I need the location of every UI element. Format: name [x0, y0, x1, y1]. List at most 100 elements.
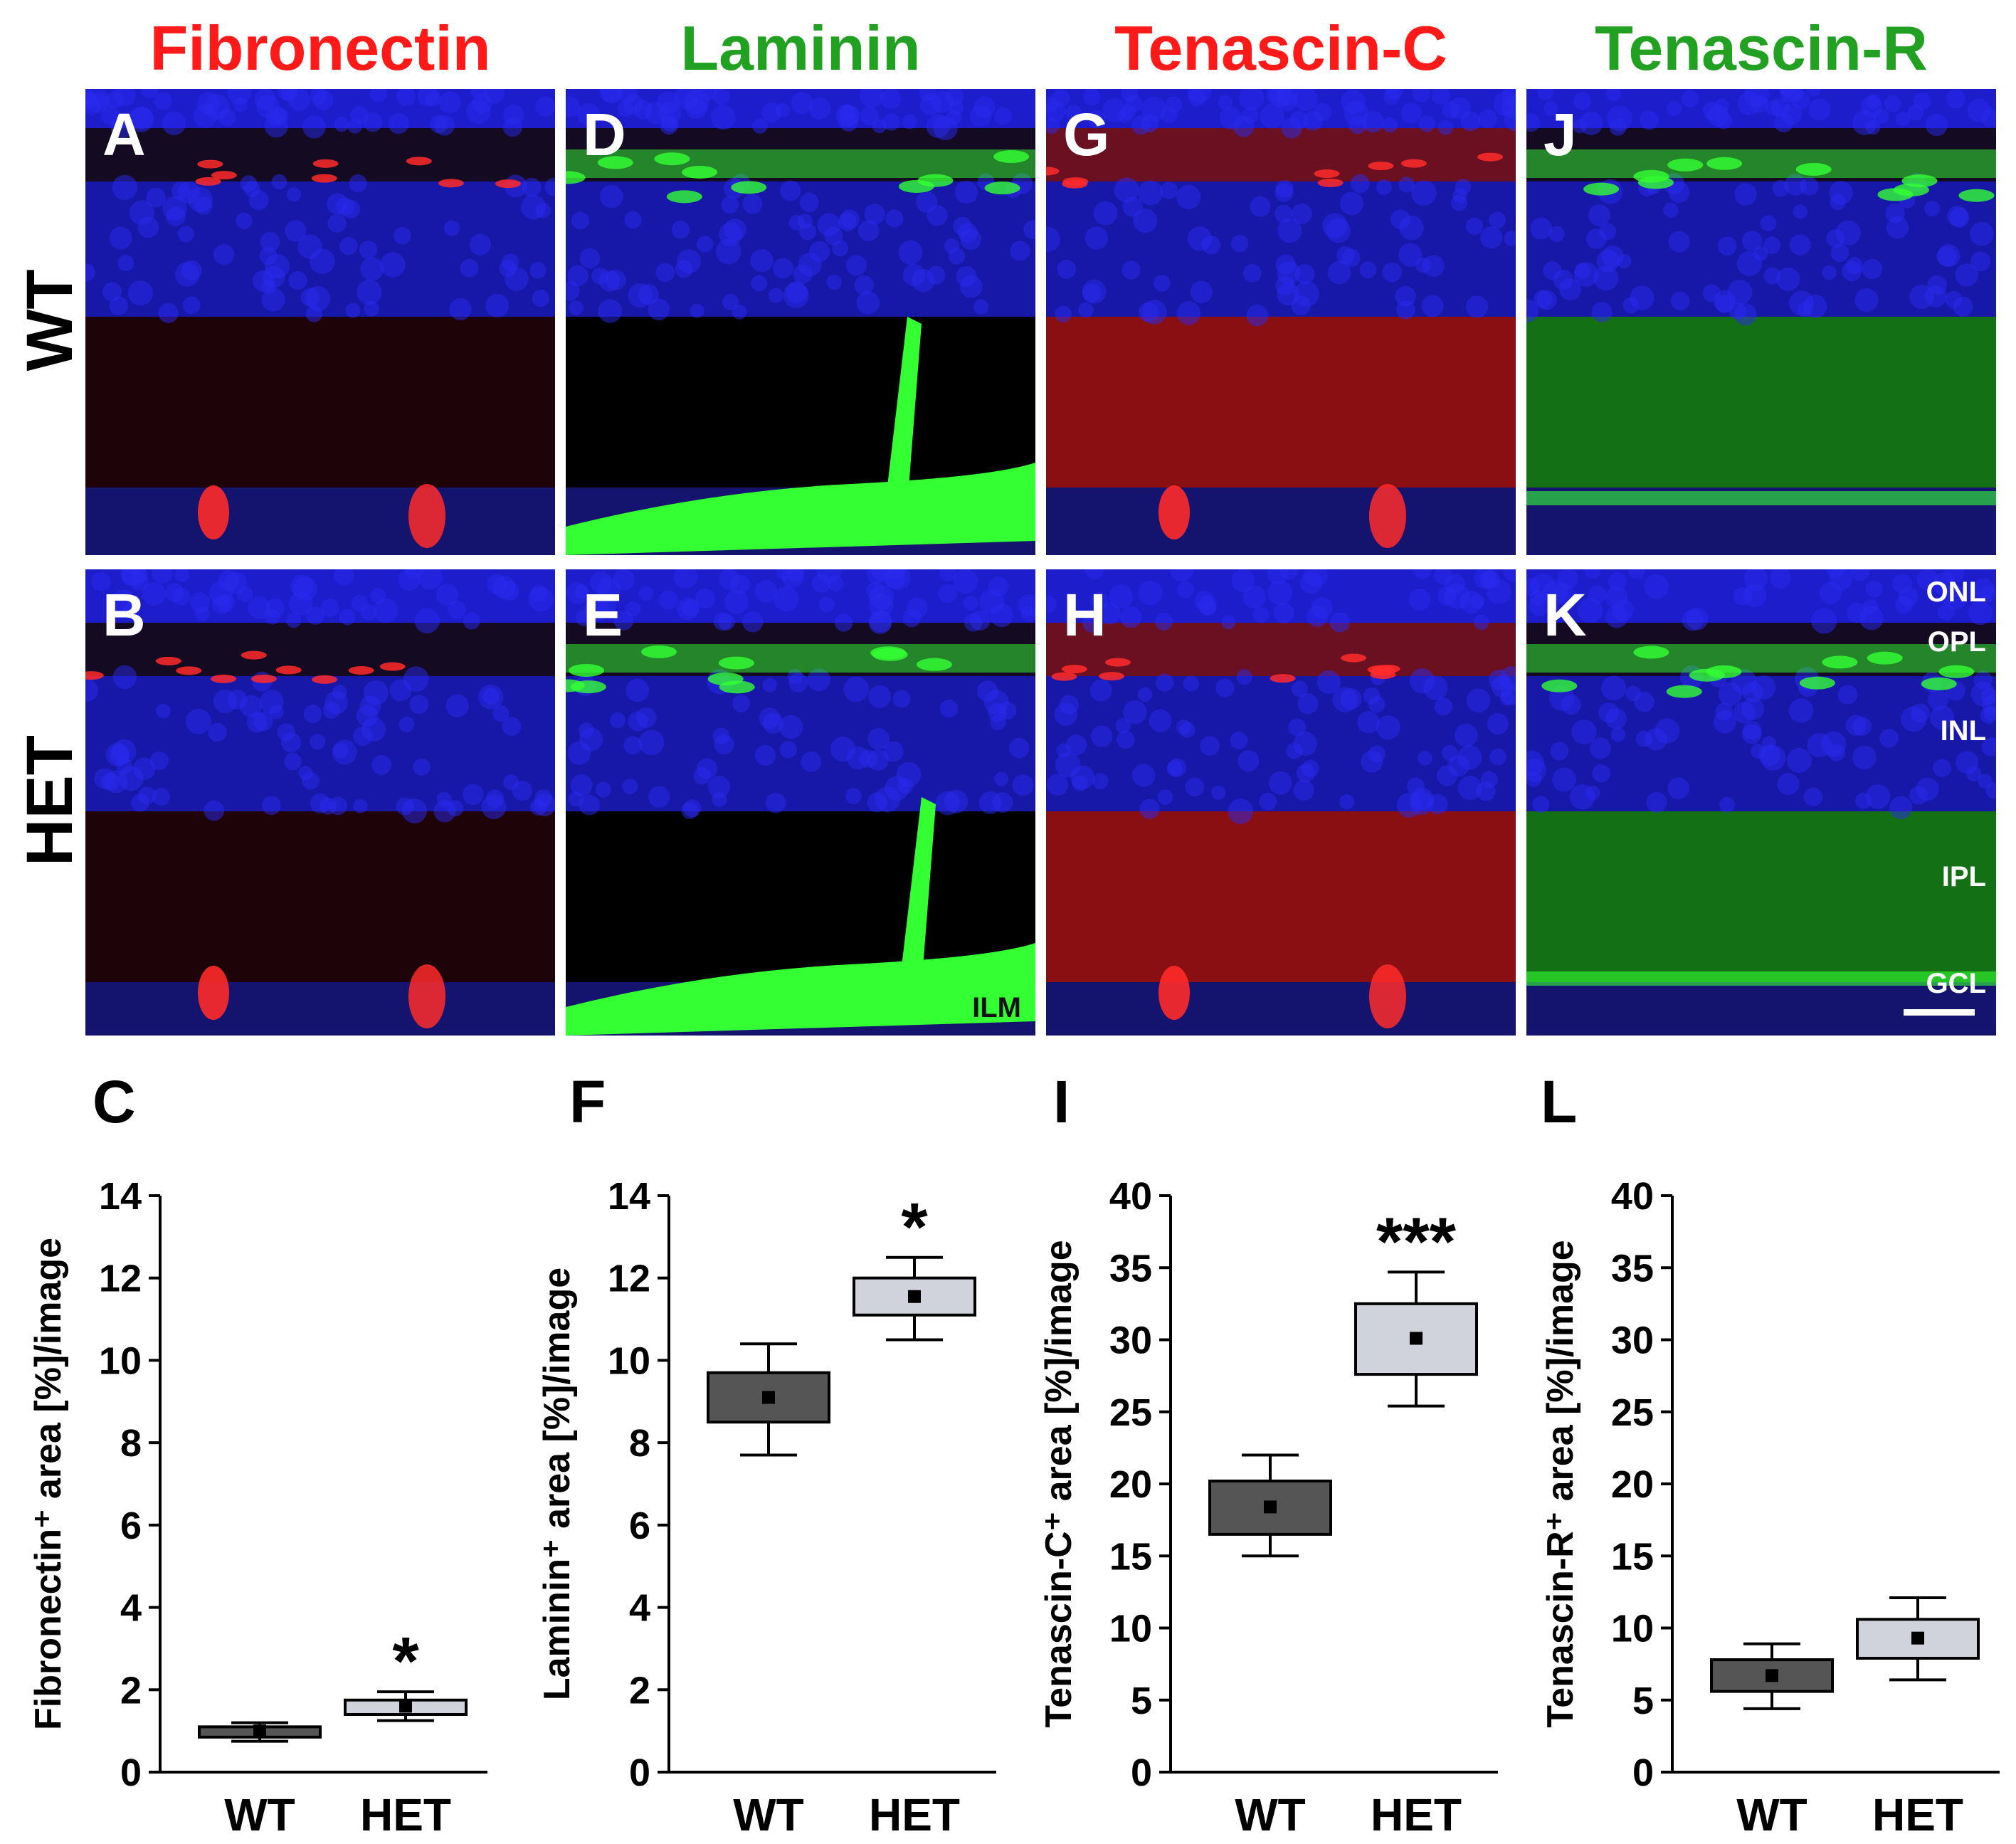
y-tick-label: 35 — [1109, 1247, 1152, 1290]
scale-bar — [1904, 1009, 1975, 1016]
y-tick-label: 25 — [1109, 1391, 1152, 1434]
layer-label-onl: ONL — [1926, 576, 1986, 608]
mean-marker — [1911, 1631, 1924, 1645]
y-tick-label: 20 — [1611, 1463, 1654, 1506]
mean-marker — [908, 1290, 921, 1303]
significance-marker: * — [901, 1189, 928, 1265]
y-tick-label: 0 — [120, 1751, 142, 1794]
y-tick-label: 0 — [1632, 1751, 1654, 1794]
chart-panel-letter: I — [1053, 1068, 1070, 1135]
x-tick-label: WT — [733, 1789, 804, 1840]
x-tick-label: HET — [360, 1789, 451, 1840]
mean-marker — [1410, 1332, 1423, 1345]
x-tick-label: HET — [869, 1789, 960, 1840]
chart-panel-letter: C — [93, 1068, 136, 1135]
y-tick-label: 8 — [629, 1422, 650, 1465]
mean-marker — [399, 1700, 412, 1713]
significance-marker: * — [392, 1623, 419, 1700]
y-tick-label: 14 — [99, 1175, 142, 1218]
box-het — [1354, 1302, 1478, 1376]
x-tick-label: HET — [1371, 1789, 1462, 1840]
box-wt — [1208, 1479, 1332, 1536]
panel-letter: G — [1063, 101, 1110, 168]
micrograph-wt-2: D — [566, 89, 1035, 555]
mean-marker — [253, 1724, 266, 1738]
micrograph-image — [566, 569, 1035, 1036]
micrograph-image — [1046, 89, 1516, 555]
y-tick-label: 25 — [1611, 1391, 1654, 1434]
y-tick-label: 0 — [1131, 1751, 1152, 1794]
y-tick-label: 4 — [120, 1587, 142, 1630]
mean-marker — [1766, 1669, 1778, 1682]
panel-letter: D — [583, 101, 626, 168]
y-tick-label: 30 — [1109, 1319, 1152, 1362]
layer-label-opl: OPL — [1927, 626, 1986, 658]
x-tick-label: WT — [1235, 1789, 1306, 1840]
y-axis-label: Tenascin-C⁺ area [%]/image — [1038, 1240, 1080, 1727]
micrograph-image — [1526, 569, 1996, 1036]
column-title-laminin: Laminin — [680, 13, 921, 83]
y-tick-label: 20 — [1109, 1463, 1152, 1506]
layer-label-inl: INL — [1940, 715, 1986, 747]
micrograph-het-1: B — [85, 569, 555, 1036]
micrograph-wt-4: J — [1526, 89, 1996, 555]
x-tick-label: WT — [224, 1789, 295, 1840]
y-tick-label: 8 — [120, 1422, 142, 1465]
mean-marker — [762, 1391, 775, 1404]
y-tick-label: 12 — [608, 1258, 650, 1300]
layer-label-ipl: IPL — [1941, 861, 1986, 892]
y-tick-label: 5 — [1632, 1680, 1654, 1722]
y-tick-label: 12 — [99, 1258, 142, 1300]
y-tick-label: 6 — [629, 1505, 650, 1547]
y-axis-label: Tenascin-R⁺ area [%]/image — [1540, 1240, 1581, 1727]
x-tick-label: HET — [1872, 1789, 1963, 1840]
y-tick-label: 10 — [1109, 1608, 1152, 1650]
y-tick-label: 15 — [1611, 1535, 1654, 1578]
micrograph-wt-1: A — [85, 89, 555, 555]
micrograph-image — [566, 89, 1035, 555]
micrograph-wt-3: G — [1046, 89, 1516, 555]
micrograph-het-3: H — [1046, 569, 1516, 1036]
panel-letter: J — [1543, 101, 1577, 168]
y-tick-label: 0 — [629, 1751, 650, 1794]
y-tick-label: 10 — [99, 1339, 142, 1382]
y-tick-label: 2 — [120, 1669, 142, 1712]
y-tick-label: 5 — [1131, 1680, 1152, 1722]
chart-panel-letter: L — [1541, 1068, 1578, 1135]
micrograph-image — [85, 569, 555, 1036]
column-title-tenascin-r: Tenascin-R — [1595, 13, 1928, 83]
column-title-tenascin-c: Tenascin-C — [1114, 13, 1447, 83]
mean-marker — [1264, 1500, 1277, 1514]
x-tick-label: WT — [1736, 1789, 1807, 1840]
ilm-label: ILM — [972, 992, 1021, 1023]
y-tick-label: 40 — [1109, 1175, 1152, 1218]
y-axis-label: Laminin⁺ area [%]/image — [537, 1268, 578, 1700]
panel-letter: B — [102, 581, 146, 648]
panel-letter: H — [1063, 581, 1107, 648]
y-tick-label: 2 — [629, 1669, 650, 1712]
panel-letter: A — [102, 101, 146, 168]
chart-panel-letter: F — [569, 1068, 606, 1135]
panel-letter: K — [1543, 581, 1587, 648]
y-tick-label: 10 — [1611, 1608, 1654, 1650]
y-tick-label: 10 — [608, 1339, 650, 1382]
y-tick-label: 30 — [1611, 1319, 1654, 1362]
micrograph-image — [85, 89, 555, 555]
y-tick-label: 40 — [1611, 1175, 1654, 1218]
micrograph-image — [1046, 569, 1516, 1036]
y-tick-label: 4 — [629, 1587, 650, 1630]
micrograph-het-2: E ILM — [566, 569, 1035, 1036]
layer-label-gcl: GCL — [1926, 968, 1986, 999]
micrograph-het-4: K ONL OPL INL IPL GCL — [1526, 569, 1996, 1036]
y-tick-label: 6 — [120, 1505, 142, 1547]
panel-letter: E — [583, 581, 623, 648]
column-title-fibronectin: Fibronectin — [149, 13, 491, 83]
micrograph-image — [1526, 89, 1996, 555]
y-tick-label: 14 — [608, 1175, 650, 1218]
y-tick-label: 15 — [1109, 1535, 1152, 1578]
y-axis-label: Fibronectin⁺ area [%]/image — [28, 1238, 69, 1730]
